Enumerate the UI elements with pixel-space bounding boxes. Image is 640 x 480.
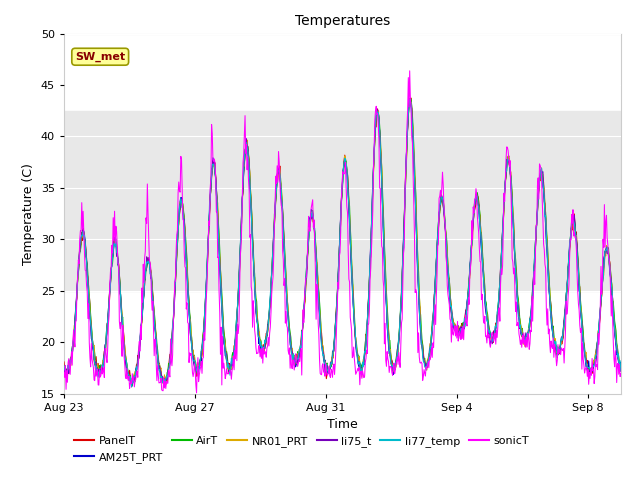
Title: Temperatures: Temperatures: [295, 14, 390, 28]
Legend: PanelT, AM25T_PRT, AirT, NR01_PRT, li75_t, li77_temp, sonicT: PanelT, AM25T_PRT, AirT, NR01_PRT, li75_…: [70, 432, 533, 467]
Bar: [64, 111, 621, 291]
X-axis label: Time: Time: [327, 418, 358, 431]
Text: SW_met: SW_met: [75, 51, 125, 62]
Y-axis label: Temperature (C): Temperature (C): [22, 163, 35, 264]
